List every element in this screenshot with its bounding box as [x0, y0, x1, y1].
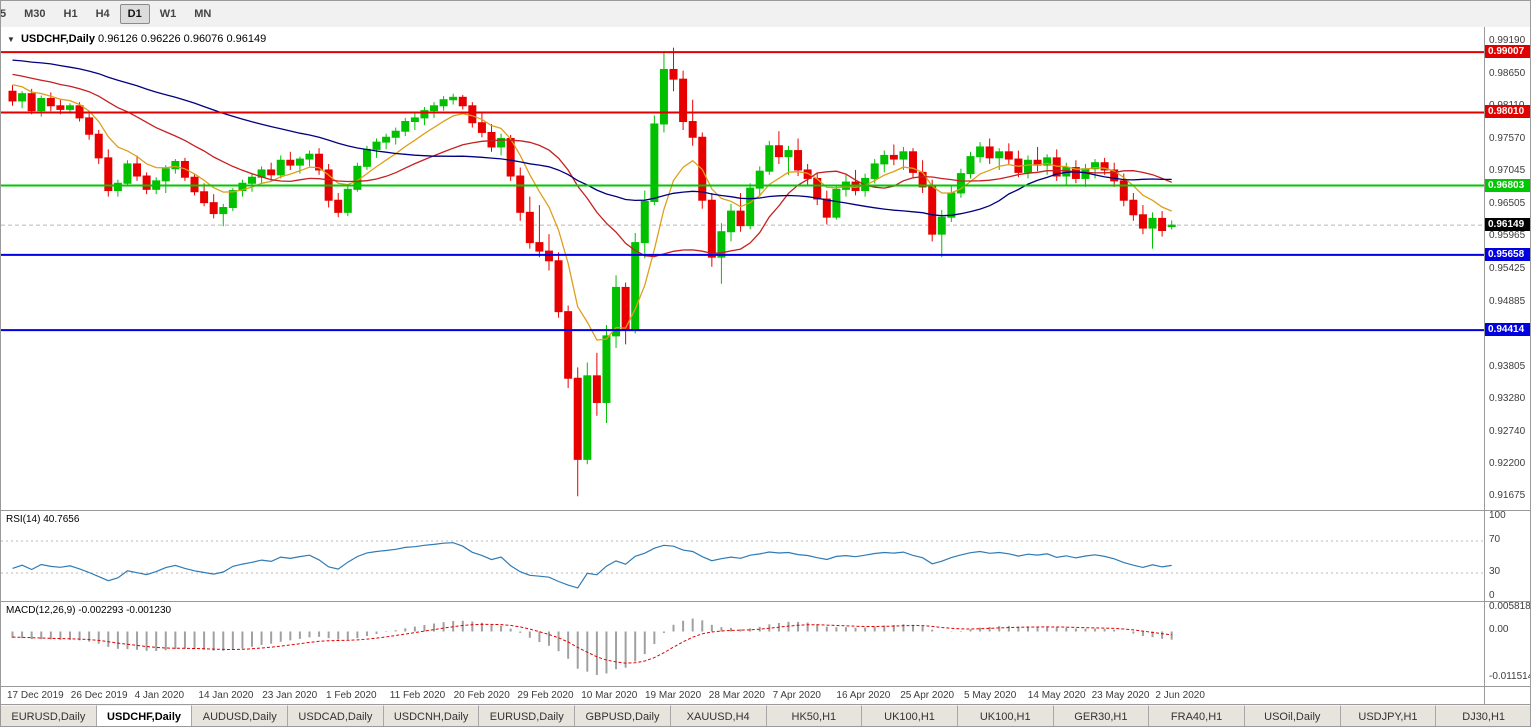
chart-tab[interactable]: USDCHF,Daily: [96, 705, 193, 726]
axis-tick-label: 0.92200: [1489, 458, 1526, 470]
chart-tab[interactable]: AUDUSD,Daily: [192, 705, 289, 726]
macd-indicator-panel[interactable]: MACD(12,26,9) -0.002293 -0.001230: [1, 601, 1484, 686]
time-axis-label: 17 Dec 2019: [7, 690, 64, 701]
axis-tick-label: 0.92740: [1489, 425, 1526, 437]
hline-price-label: 0.94414: [1485, 323, 1530, 337]
time-axis-label: 14 May 2020: [1027, 690, 1086, 701]
time-axis-label: 19 Mar 2020: [645, 690, 702, 701]
axis-panel-separator: [1485, 601, 1530, 602]
hline-price-label: 0.98010: [1485, 105, 1530, 119]
timeframe-button-H1[interactable]: H1: [63, 8, 78, 20]
time-axis-label: 1 Feb 2020: [326, 690, 377, 701]
axis-tick-label: 0.95965: [1489, 230, 1526, 242]
axis-tick-label: 0.97570: [1489, 133, 1526, 145]
axis-panel-separator: [1485, 510, 1530, 511]
macd-label: MACD(12,26,9) -0.002293 -0.001230: [6, 605, 172, 616]
timeframe-button-W1[interactable]: W1: [159, 8, 177, 20]
chart-tab[interactable]: USOil,Daily: [1244, 705, 1341, 726]
time-axis-label: 28 Mar 2020: [708, 690, 765, 701]
axis-tick-label: 100: [1489, 510, 1506, 521]
hline-price-label: 0.99007: [1485, 45, 1530, 59]
axis-tick-label: 0.99190: [1489, 35, 1526, 46]
axis-tick-label: 0.96505: [1489, 197, 1526, 209]
price-axis[interactable]: 0.991900.986500.981100.975700.970450.965…: [1484, 27, 1531, 704]
chart-tab[interactable]: GBPUSD,Daily: [575, 705, 671, 726]
timeframe-button-D1[interactable]: D1: [119, 4, 150, 24]
time-axis-label: 25 Apr 2020: [900, 690, 955, 701]
chart-tab[interactable]: GER30,H1: [1053, 705, 1150, 726]
rsi-plot[interactable]: [1, 511, 1484, 601]
chart-tab[interactable]: UK100,H1: [957, 705, 1054, 726]
time-axis-label: 5 May 2020: [964, 690, 1017, 701]
macd-plot[interactable]: [1, 602, 1484, 686]
axis-tick-label: 0.005818: [1489, 601, 1531, 612]
timeframe-button-5[interactable]: 5: [1, 4, 14, 24]
timeframe-button-MN[interactable]: MN: [194, 8, 212, 20]
candles-layer: [8, 47, 1176, 497]
horizontal-lines-layer[interactable]: [1, 51, 1484, 332]
axis-tick-label: 0: [1489, 590, 1495, 601]
axis-tick-label: 0.95425: [1489, 262, 1526, 274]
timeframe-button-M30[interactable]: M30: [24, 8, 46, 20]
chart-tab[interactable]: HK50,H1: [766, 705, 863, 726]
candlestick-chart[interactable]: [1, 27, 1484, 510]
axis-tick-label: -0.011514: [1489, 671, 1531, 682]
time-axis-label: 4 Jan 2020: [134, 690, 185, 701]
axis-tick-label: 0.91675: [1489, 490, 1526, 501]
time-axis[interactable]: 17 Dec 2019 26 Dec 2019 4 Jan 2020 14 Jan 2…: [1, 686, 1484, 704]
chart-tab[interactable]: FRA40,H1: [1149, 705, 1245, 726]
axis-tick-label: 0.93805: [1489, 361, 1526, 373]
time-axis-label: 10 Mar 2020: [581, 690, 638, 701]
time-axis-label: 7 Apr 2020: [772, 690, 821, 701]
axis-tick-label: 0.00: [1489, 624, 1509, 636]
rsi-indicator-panel[interactable]: RSI(14) 40.7656: [1, 510, 1484, 601]
chart-tab[interactable]: UK100,H1: [862, 705, 958, 726]
axis-tick-label: 30: [1489, 566, 1501, 577]
time-axis-label: 14 Jan 2020: [198, 690, 254, 701]
time-axis-label: 20 Feb 2020: [453, 690, 510, 701]
current-price-label: 0.96149: [1485, 218, 1530, 232]
ohlc-values: 0.96126 0.96226 0.96076 0.96149: [98, 33, 267, 45]
chart-tab[interactable]: USDCNH,Daily: [383, 705, 480, 726]
chart-tab[interactable]: USDCAD,Daily: [288, 705, 384, 726]
symbol-label: USDCHF,Daily: [20, 33, 95, 45]
axis-tick-label: 70: [1489, 534, 1501, 545]
time-axis-label: 2 Jun 2020: [1155, 690, 1205, 701]
time-axis-label: 16 Apr 2020: [836, 690, 891, 701]
axis-panel-separator: [1485, 686, 1530, 687]
time-axis-label: 26 Dec 2019: [70, 690, 128, 701]
timeframe-button-H4[interactable]: H4: [95, 8, 110, 20]
timeframe-toolbar: 5 M30 H1 H4 D1 W1 MN: [1, 1, 1530, 28]
chart-tab[interactable]: XAUUSD,H4: [670, 705, 767, 726]
time-axis-label: 29 Feb 2020: [517, 690, 574, 701]
time-axis-label: 23 Jan 2020: [262, 690, 318, 701]
axis-tick-label: 0.93280: [1489, 392, 1526, 404]
axis-tick-label: 0.98650: [1489, 67, 1526, 79]
chart-tab[interactable]: EURUSD,Daily: [1, 705, 97, 726]
chart-title: ▼ USDCHF,Daily 0.96126 0.96226 0.96076 0…: [7, 33, 266, 45]
hline-price-label: 0.95658: [1485, 247, 1530, 261]
price-chart-panel[interactable]: ▼ USDCHF,Daily 0.96126 0.96226 0.96076 0…: [1, 27, 1484, 510]
hline-price-label: 0.96803: [1485, 178, 1530, 192]
chart-tab[interactable]: EURUSD,Daily: [479, 705, 576, 726]
chart-tab[interactable]: DJ30,H1: [1436, 705, 1530, 726]
macd-histogram-layer: [11, 618, 1173, 675]
axis-tick-label: 0.97045: [1489, 164, 1526, 176]
chart-tab-bar: EURUSD,Daily USDCHF,Daily AUDUSD,Daily USDC…: [1, 704, 1530, 726]
chart-tab[interactable]: USDJPY,H1: [1340, 705, 1437, 726]
time-axis-label: 11 Feb 2020: [389, 690, 446, 701]
symbol-dropdown-icon[interactable]: ▼: [7, 35, 15, 44]
axis-tick-label: 0.94885: [1489, 295, 1526, 307]
time-axis-label: 23 May 2020: [1091, 690, 1150, 701]
rsi-label: RSI(14) 40.7656: [6, 514, 80, 525]
moving-averages-layer: [12, 59, 1172, 341]
